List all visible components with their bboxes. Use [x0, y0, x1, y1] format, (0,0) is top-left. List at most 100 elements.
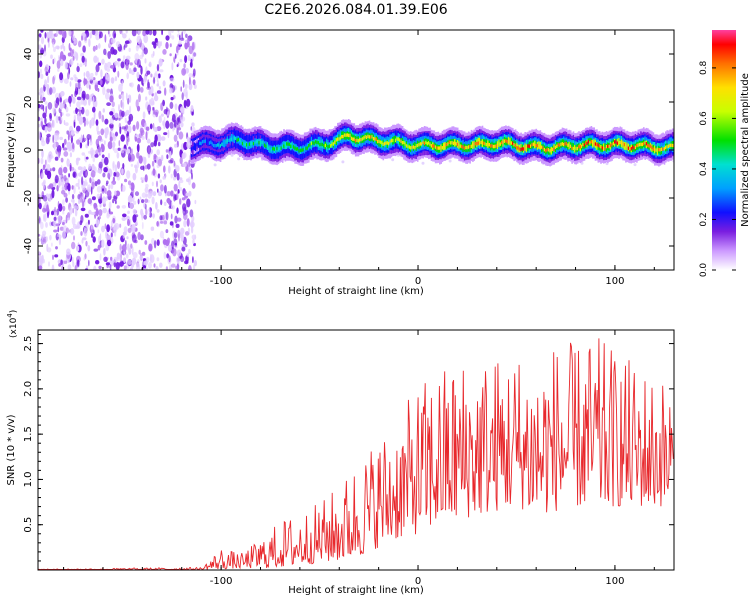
signal-mark [466, 145, 469, 150]
noise-speck [144, 240, 148, 245]
noise-speck [67, 158, 69, 162]
noise-speck [101, 58, 105, 65]
noise-speck [80, 207, 86, 212]
noise-speck [105, 92, 110, 100]
spectrogram-xlabel: Height of straight line (km) [288, 286, 424, 297]
noise-speck [145, 183, 149, 188]
signal-mark [290, 144, 292, 148]
noise-speck [173, 160, 176, 167]
signal-mark [451, 141, 453, 145]
signal-mark [587, 140, 590, 144]
signal-mark [615, 140, 617, 144]
noise-speck [122, 33, 127, 39]
signal-mark [210, 140, 212, 144]
signal-mark [459, 144, 462, 148]
noise-speck [51, 86, 56, 94]
noise-speck [169, 221, 174, 226]
noise-speck [87, 219, 90, 225]
noise-speck [110, 183, 114, 190]
noise-speck [97, 88, 100, 92]
noise-speck [141, 135, 145, 140]
noise-speck [62, 57, 66, 62]
noise-speck [141, 251, 146, 256]
noise-speck [78, 89, 81, 95]
noise-speck [109, 118, 114, 125]
noise-speck [162, 239, 168, 245]
noise-speck [176, 249, 182, 257]
signal-mark [530, 144, 532, 148]
noise-speck [41, 195, 45, 200]
signal-mark [503, 139, 506, 143]
noise-speck [131, 234, 137, 243]
noise-speck [127, 210, 130, 215]
signal-mark [354, 139, 357, 143]
noise-speck [64, 122, 69, 126]
noise-speck [180, 116, 186, 122]
noise-speck [118, 83, 123, 92]
signal-mark [419, 142, 422, 146]
noise-speck [87, 245, 91, 252]
signal-mark [638, 142, 641, 147]
y-tick-label: 40 [23, 48, 34, 61]
noise-speck [107, 51, 111, 59]
noise-speck [63, 151, 69, 157]
signal-mark [359, 138, 361, 142]
noise-speck [153, 76, 156, 84]
noise-speck [110, 46, 115, 55]
noise-speck [103, 256, 108, 262]
noise-speck [175, 45, 179, 54]
noise-speck [49, 168, 52, 172]
noise-speck [54, 156, 59, 161]
noise-speck [185, 91, 188, 99]
noise-speck [54, 211, 58, 217]
noise-speck [70, 77, 74, 81]
noise-speck [61, 186, 65, 191]
noise-speck [38, 91, 42, 96]
noise-speck [44, 32, 47, 39]
noise-speck [78, 172, 82, 177]
signal-mark [513, 143, 515, 147]
noise-speck [58, 55, 60, 61]
noise-speck [168, 30, 171, 37]
signal-mark [654, 147, 656, 151]
noise-speck [95, 208, 99, 217]
noise-speck [117, 58, 121, 62]
noise-speck [92, 106, 96, 113]
noise-speck [83, 77, 86, 87]
noise-speck [110, 220, 113, 230]
signal-mark [623, 142, 626, 147]
y-tick-label: 20 [23, 96, 34, 109]
signal-mark [465, 145, 467, 150]
noise-speck [97, 62, 101, 66]
signal-mark [248, 142, 251, 146]
x-tick-label: 100 [605, 576, 624, 587]
noise-speck [183, 219, 187, 228]
signal-mark [283, 144, 285, 148]
noise-speck [151, 41, 156, 46]
noise-speck [137, 30, 142, 35]
signal-mark [495, 144, 498, 148]
noise-speck [167, 199, 171, 205]
noise-speck [165, 229, 169, 234]
noise-speck [62, 221, 65, 226]
signal-mark [341, 135, 343, 139]
noise-speck [188, 159, 191, 168]
noise-speck [61, 178, 65, 188]
signal-mark [616, 141, 619, 145]
noise-speck [151, 181, 154, 187]
noise-speck [77, 79, 82, 83]
noise-speck [118, 140, 121, 147]
noise-speck [100, 78, 103, 86]
signal-mark [399, 138, 401, 142]
noise-speck [46, 164, 51, 171]
signal-mark [206, 140, 208, 144]
noise-speck [121, 244, 127, 252]
noise-speck [143, 34, 149, 44]
signal-mark [568, 144, 571, 148]
noise-speck [114, 164, 118, 173]
noise-speck [137, 143, 140, 153]
noise-speck [165, 149, 169, 153]
signal-mark [560, 142, 562, 147]
noise-speck [62, 210, 65, 215]
noise-speck [89, 177, 92, 184]
